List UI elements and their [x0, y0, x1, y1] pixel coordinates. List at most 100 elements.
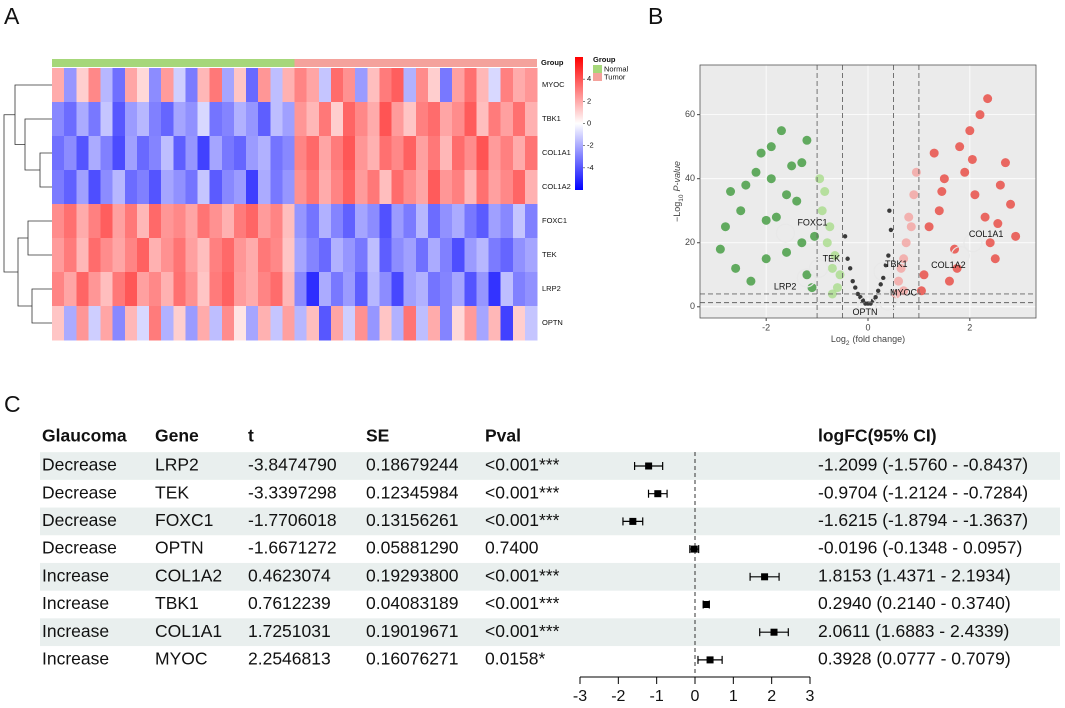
- y-tick-label: 60: [685, 109, 695, 119]
- heat-cell: [415, 136, 429, 171]
- point: [807, 283, 817, 293]
- heat-cell: [476, 306, 489, 341]
- point: [934, 206, 944, 216]
- x-tick-label: -3: [573, 688, 587, 705]
- gene-highlight: [796, 268, 817, 288]
- heat-cell: [100, 68, 113, 103]
- heat-cell: [185, 272, 198, 307]
- heat-cell: [52, 102, 65, 137]
- point: [830, 251, 840, 261]
- heat-cell: [112, 204, 126, 239]
- colorbar: [575, 57, 583, 190]
- table-cell: -1.2099 (-1.5760 - -0.8437): [818, 455, 1028, 475]
- heat-cell: [246, 68, 259, 103]
- heat-cell: [197, 238, 210, 273]
- heat-cell: [452, 272, 465, 307]
- point: [771, 212, 781, 222]
- heat-cell: [173, 272, 186, 307]
- point: [792, 196, 802, 206]
- table-cell: Decrease: [42, 538, 117, 558]
- group-bar: [52, 59, 295, 67]
- legend-title: Group: [593, 55, 616, 64]
- group-bar: [294, 59, 537, 67]
- heat-cell: [161, 170, 174, 205]
- heat-cell: [112, 102, 126, 137]
- heat-cell: [512, 204, 526, 239]
- heat-cell: [136, 204, 150, 239]
- point: [980, 212, 990, 222]
- heat-cell: [112, 170, 126, 205]
- gene-highlight: [878, 291, 898, 311]
- heat-cell: [440, 170, 453, 205]
- heat-cell: [76, 170, 89, 205]
- heat-cell: [258, 204, 271, 239]
- heat-cell: [355, 68, 368, 103]
- heat-cell: [173, 102, 186, 137]
- heat-cell: [306, 204, 320, 239]
- heat-cell: [197, 170, 210, 205]
- table-cell: 1.7251031: [248, 621, 331, 641]
- heat-cell: [391, 272, 404, 307]
- point: [842, 234, 848, 239]
- column-header: t: [248, 426, 254, 446]
- table-cell: -0.9704 (-1.2124 - -0.7284): [818, 482, 1028, 502]
- legend-label: Normal: [604, 64, 629, 73]
- point: [715, 244, 725, 254]
- heat-cell: [233, 204, 247, 239]
- group-label: Group: [541, 58, 564, 67]
- table-cell: Decrease: [42, 455, 117, 475]
- heat-cell: [488, 136, 501, 171]
- point: [944, 276, 954, 286]
- heat-cell: [185, 306, 198, 341]
- x-axis-label: Log2 (fold change): [831, 334, 905, 346]
- table-cell: 0.05881290: [366, 538, 459, 558]
- heat-cell: [221, 136, 235, 171]
- heat-cell: [64, 102, 77, 137]
- heat-cell: [221, 68, 235, 103]
- heat-cell: [512, 68, 526, 103]
- heat-cell: [512, 306, 526, 341]
- heat-cell: [403, 204, 417, 239]
- heat-cell: [488, 306, 501, 341]
- point: [894, 276, 904, 286]
- point: [952, 263, 962, 273]
- heat-cell: [306, 170, 320, 205]
- heat-cell: [221, 204, 235, 239]
- heat-cell: [185, 170, 198, 205]
- heat-cell: [294, 170, 307, 205]
- table-cell: 0.16076271: [366, 649, 458, 669]
- heat-cell: [343, 238, 356, 273]
- heat-cell: [52, 238, 65, 273]
- heat-cell: [306, 306, 320, 341]
- heat-cell: [379, 204, 392, 239]
- heat-cell: [464, 68, 477, 103]
- heat-cell: [403, 170, 417, 205]
- point: [888, 227, 894, 233]
- heat-cell: [270, 170, 283, 205]
- table-cell: MYOC: [155, 649, 208, 669]
- heat-cell: [452, 136, 465, 171]
- table-cell: 2.0611 (1.6883 - 2.4339): [818, 621, 1009, 641]
- heat-cell: [64, 170, 77, 205]
- point: [751, 167, 761, 177]
- gene-label: COL1A1: [969, 229, 1004, 239]
- heat-cell: [367, 68, 380, 103]
- table-cell: <0.001***: [485, 621, 560, 641]
- point: [960, 167, 970, 177]
- point: [820, 187, 830, 196]
- table-cell: FOXC1: [155, 510, 213, 530]
- colorbar-label: -2: [587, 141, 594, 150]
- row-shade: [40, 618, 1060, 647]
- heat-cell: [379, 238, 392, 273]
- heat-cell: [379, 272, 392, 307]
- heat-cell: [427, 306, 441, 341]
- point: [731, 263, 741, 273]
- heat-cell: [391, 136, 404, 171]
- heat-cell: [246, 238, 259, 273]
- column-header: logFC(95% CI): [818, 426, 937, 446]
- heat-cell: [258, 272, 271, 307]
- point: [736, 206, 746, 216]
- heat-cell: [524, 170, 538, 205]
- gene-label: TEK: [823, 254, 841, 264]
